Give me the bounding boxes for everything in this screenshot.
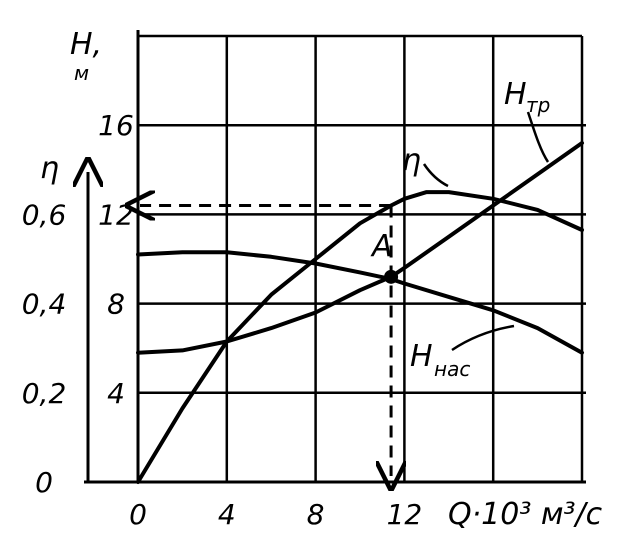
h-tr-label-sub: тр <box>526 93 550 117</box>
h-tick-label: 16 <box>98 109 134 142</box>
operating-point-label: A <box>370 229 393 264</box>
h-axis-title: H, <box>70 27 102 62</box>
eta-tick-label: 0,4 <box>22 288 67 321</box>
h-axis-unit: м <box>74 61 89 85</box>
h-tick-label: 8 <box>107 288 125 321</box>
labels: H, м η Q·10³ м³/с A 0 4 8 12 4 8 12 16 0 0,2 0,4 0,… <box>22 27 603 532</box>
x-tick-label: 4 <box>218 498 236 531</box>
x-tick-label: 0 <box>129 498 147 531</box>
eta-series-label: η <box>402 143 421 178</box>
h-tick-label: 12 <box>98 198 134 231</box>
series-layer <box>136 141 584 484</box>
eta-tick-label: 0,2 <box>22 377 67 410</box>
eta-tick-label: 0 <box>35 466 53 499</box>
x-tick-label: 12 <box>387 498 423 531</box>
annotations <box>140 111 550 476</box>
x-axis-title: Q·10³ м³/с <box>448 497 603 532</box>
h-nas-label-sub: нас <box>434 357 470 381</box>
h-nas-leader <box>451 324 515 352</box>
eta-leader <box>422 163 449 188</box>
h-tick-label: 4 <box>107 377 125 410</box>
eta-tick-label: 0,6 <box>22 198 67 231</box>
h-tr-label: H <box>504 77 527 112</box>
h-tr-leader <box>526 111 550 163</box>
eta-curve <box>136 190 584 484</box>
grid <box>136 34 586 482</box>
x-tick-label: 8 <box>307 498 325 531</box>
h-nas-curve <box>136 250 584 355</box>
eta-axis-title: η <box>40 151 59 186</box>
h-nas-label: H <box>410 339 433 374</box>
